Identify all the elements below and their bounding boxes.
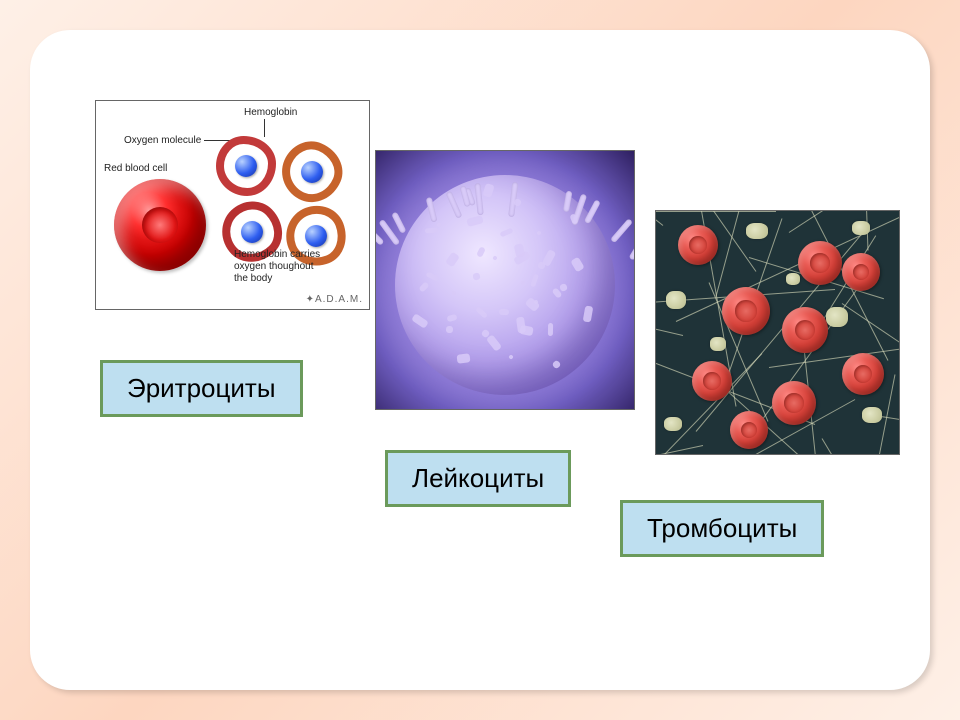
rbc-icon [772,381,816,425]
rbc-icon [842,353,884,395]
rbc-icon [842,253,880,291]
rbc-icon [722,287,770,335]
slide-background: Hemoglobin Oxygen molecule Red blood cel… [0,0,960,720]
platelet-icon [852,221,870,235]
platelet-icon [746,223,768,239]
thrombocytes-block: Тромбоциты [30,30,930,690]
fibrin-strand [656,211,776,212]
rbc-icon [730,411,768,449]
thrombocytes-label: Тромбоциты [620,500,824,557]
platelet-icon [710,337,726,351]
rbc-icon [798,241,842,285]
platelet-icon [826,307,848,327]
rbc-icon [692,361,732,401]
platelet-icon [862,407,882,423]
platelet-icon [786,273,800,285]
platelet-icon [664,417,682,431]
rbc-icon [782,307,828,353]
platelet-icon [666,291,686,309]
slide-card: Hemoglobin Oxygen molecule Red blood cel… [30,30,930,690]
rbc-icon [678,225,718,265]
thrombocytes-image [655,210,900,455]
